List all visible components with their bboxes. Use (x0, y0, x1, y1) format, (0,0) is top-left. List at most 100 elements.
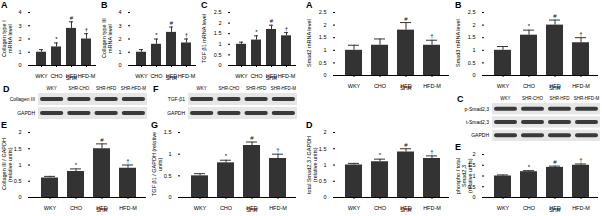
svg-text:2: 2 (323, 129, 326, 135)
svg-text:SHR: SHR (96, 207, 108, 213)
svg-text:#: # (404, 16, 408, 22)
svg-text:*: * (55, 36, 58, 42)
svg-text:2: 2 (323, 22, 326, 28)
svg-text:†: † (430, 149, 433, 155)
svg-text:3: 3 (18, 23, 21, 29)
svg-text:#: # (553, 13, 557, 19)
svg-text:WKY: WKY (497, 83, 510, 89)
svg-text:*: * (528, 23, 531, 29)
svg-text:1.5: 1.5 (319, 34, 327, 40)
svg-text:WKY: WKY (35, 73, 48, 79)
svg-text:4: 4 (118, 9, 121, 15)
svg-text:0.5: 0.5 (468, 60, 476, 66)
svg-text:0: 0 (323, 72, 326, 78)
svg-text:2: 2 (472, 151, 475, 157)
svg-text:SHR-HFD-M: SHR-HFD-M (271, 86, 297, 91)
svg-text:HFD-M: HFD-M (572, 83, 590, 89)
svg-text:SHR-HFD: SHR-HFD (549, 96, 570, 101)
svg-text:SHR: SHR (400, 85, 412, 91)
svg-text:1.5: 1.5 (164, 129, 172, 135)
svg-text:1: 1 (18, 49, 21, 55)
svg-text:CHO: CHO (523, 205, 536, 211)
svg-text:SHR-CHO: SHR-CHO (218, 86, 239, 91)
svg-text:1.5: 1.5 (468, 34, 476, 40)
svg-text:†: † (579, 31, 582, 37)
svg-text:0: 0 (472, 194, 475, 200)
svg-text:0.5: 0.5 (164, 173, 172, 179)
svg-text:†: † (579, 157, 582, 163)
svg-text:WKY: WKY (497, 205, 510, 211)
svg-text:WKY: WKY (44, 205, 57, 211)
svg-text:2: 2 (18, 36, 21, 42)
svg-text:*: * (379, 152, 382, 158)
svg-text:*: * (225, 153, 228, 159)
svg-text:CHO: CHO (70, 205, 83, 211)
svg-text:0: 0 (323, 194, 326, 200)
svg-text:0.5: 0.5 (214, 52, 222, 58)
svg-text:0: 0 (472, 72, 475, 78)
svg-text:#: # (250, 135, 254, 141)
svg-text:2: 2 (472, 22, 475, 28)
svg-text:0: 0 (218, 62, 221, 68)
svg-text:SHR: SHR (66, 75, 78, 81)
svg-text:2: 2 (118, 36, 121, 42)
svg-text:#: # (100, 137, 104, 143)
svg-text:WKY: WKY (235, 73, 248, 79)
svg-text:1: 1 (472, 47, 475, 53)
svg-text:WKY: WKY (500, 96, 510, 101)
svg-text:CHO: CHO (374, 83, 387, 89)
svg-text:CHO: CHO (220, 205, 233, 211)
svg-text:4: 4 (18, 9, 21, 15)
svg-text:Collagen III: Collagen III (10, 96, 35, 102)
svg-text:HFD-M: HFD-M (423, 83, 441, 89)
svg-text:2.5: 2.5 (319, 9, 327, 15)
svg-text:t-Smad2,3: t-Smad2,3 (466, 119, 489, 125)
svg-text:*: * (255, 29, 258, 35)
svg-text:TGF-β1: TGF-β1 (168, 96, 186, 102)
svg-text:1.5: 1.5 (14, 146, 22, 152)
svg-text:0: 0 (118, 62, 121, 68)
svg-text:1.5: 1.5 (214, 30, 222, 36)
svg-text:*: * (155, 32, 158, 38)
svg-text:GAPDH: GAPDH (167, 110, 185, 116)
svg-text:†: † (276, 147, 279, 153)
svg-text:1: 1 (323, 47, 326, 53)
svg-text:GAPDH: GAPDH (471, 132, 489, 138)
svg-text:HFD-M: HFD-M (78, 73, 96, 79)
svg-text:WKY: WKY (196, 86, 206, 91)
svg-text:#: # (170, 20, 174, 26)
svg-text:WKY: WKY (348, 83, 361, 89)
svg-text:SHR-HFD-M: SHR-HFD-M (121, 86, 147, 91)
svg-text:WKY: WKY (135, 73, 148, 79)
svg-text:HFD-M: HFD-M (423, 205, 441, 211)
svg-text:†: † (430, 33, 433, 39)
svg-text:SHR: SHR (400, 207, 412, 213)
svg-text:0: 0 (18, 194, 21, 200)
svg-text:SHR: SHR (549, 85, 561, 91)
svg-text:1: 1 (323, 162, 326, 168)
svg-text:CHO: CHO (374, 205, 387, 211)
svg-text:HFD-M: HFD-M (572, 205, 590, 211)
svg-text:#: # (404, 142, 408, 148)
svg-text:#: # (553, 159, 557, 165)
svg-text:SHR-HFD: SHR-HFD (246, 86, 267, 91)
svg-text:†: † (285, 26, 288, 32)
svg-text:CHO: CHO (50, 73, 63, 79)
svg-text:CHO: CHO (523, 83, 536, 89)
svg-text:1.5: 1.5 (319, 146, 327, 152)
svg-text:*: * (75, 162, 78, 168)
svg-text:WKY: WKY (46, 86, 56, 91)
svg-text:0.5: 0.5 (14, 178, 22, 184)
svg-text:2: 2 (218, 20, 221, 26)
svg-text:*: * (528, 164, 531, 170)
svg-text:†: † (126, 158, 129, 164)
svg-text:0.5: 0.5 (319, 178, 327, 184)
svg-text:0.5: 0.5 (319, 60, 327, 66)
svg-text:SHR-CHO: SHR-CHO (522, 96, 543, 101)
svg-text:3: 3 (118, 23, 121, 29)
svg-text:SHR: SHR (166, 75, 178, 81)
svg-text:1: 1 (168, 151, 171, 157)
svg-text:SHR: SHR (549, 207, 561, 213)
svg-text:SHR-HFD-M: SHR-HFD-M (574, 96, 600, 101)
svg-text:2.5: 2.5 (468, 9, 476, 15)
